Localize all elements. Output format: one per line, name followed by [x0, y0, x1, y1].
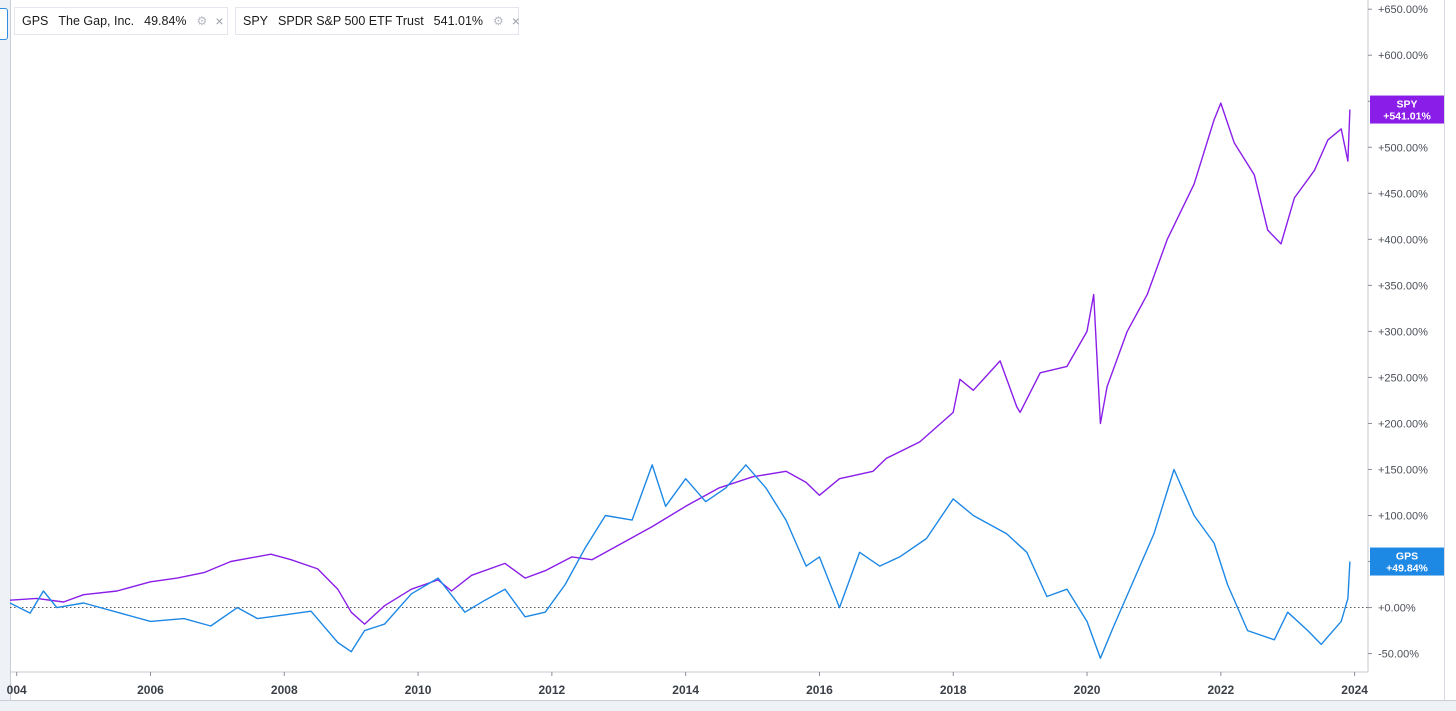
y-tick-label: +350.00% [1378, 280, 1428, 292]
y-tick-label: -50.00% [1378, 649, 1419, 661]
x-tick-label: 2016 [806, 683, 833, 697]
x-tick-label: 004 [7, 683, 27, 697]
series-end-tag-gps [1370, 547, 1444, 576]
legend-value: 541.01% [433, 14, 484, 28]
y-tick-label: +0.00% [1378, 603, 1416, 615]
left-panel-edge [0, 0, 11, 710]
y-tick-label: +500.00% [1378, 142, 1428, 154]
y-tick-label: +150.00% [1378, 464, 1428, 476]
right-panel-edge [1444, 0, 1456, 700]
legend-chip-gps[interactable]: GPS The Gap, Inc. 49.84% ⚙ × [14, 7, 228, 35]
legend-symbol: SPY [243, 14, 269, 28]
series-end-tags: SPY+541.01% GPS+49.84% [1370, 95, 1444, 576]
bottom-panel-edge [0, 700, 1456, 711]
y-tick-label: +450.00% [1378, 188, 1428, 200]
series-end-tag-symbol: SPY [1396, 99, 1417, 111]
x-tick-label: 2018 [940, 683, 967, 697]
x-tick-label: 2022 [1207, 683, 1234, 697]
x-tick-label: 2012 [539, 683, 566, 697]
series-lines [9, 102, 1351, 659]
legend-name: SPDR S&P 500 ETF Trust [278, 14, 424, 28]
x-axis-ticks: 004 2006 2008 2010 2012 2014 2016 2018 2020 2022 2… [7, 672, 1368, 697]
y-tick-label: +600.00% [1378, 50, 1428, 62]
series-end-tag-value: +49.84% [1386, 563, 1428, 575]
series-end-tag-value: +541.01% [1383, 111, 1431, 123]
legend-name: The Gap, Inc. [58, 14, 135, 28]
x-tick-label: 2006 [137, 683, 164, 697]
panel-toggle-tab[interactable] [0, 8, 8, 40]
x-tick-label: 2010 [405, 683, 432, 697]
x-tick-label: 2008 [271, 683, 298, 697]
legend-symbol: GPS [22, 14, 49, 28]
legend-value: 49.84% [144, 14, 187, 28]
close-icon[interactable]: × [215, 13, 224, 29]
series-line-spy [9, 102, 1351, 625]
series-line-gps [9, 464, 1351, 659]
y-tick-label: +400.00% [1378, 234, 1428, 246]
y-tick-label: +100.00% [1378, 511, 1428, 523]
y-tick-label: +300.00% [1378, 326, 1428, 338]
series-end-tag-spy [1370, 95, 1444, 124]
series-end-tag-symbol: GPS [1396, 551, 1418, 563]
y-tick-label: +200.00% [1378, 418, 1428, 430]
legend-chip-spy[interactable]: SPY SPDR S&P 500 ETF Trust 541.01% ⚙ × [235, 7, 520, 35]
y-tick-label: +650.00% [1378, 4, 1428, 16]
settings-icon[interactable]: ⚙ [493, 14, 504, 28]
x-tick-label: 2024 [1341, 683, 1368, 697]
x-tick-label: 2014 [672, 683, 699, 697]
settings-icon[interactable]: ⚙ [196, 14, 208, 28]
close-icon[interactable]: × [511, 13, 520, 29]
y-tick-label: +250.00% [1378, 372, 1428, 384]
x-tick-label: 2020 [1074, 683, 1101, 697]
